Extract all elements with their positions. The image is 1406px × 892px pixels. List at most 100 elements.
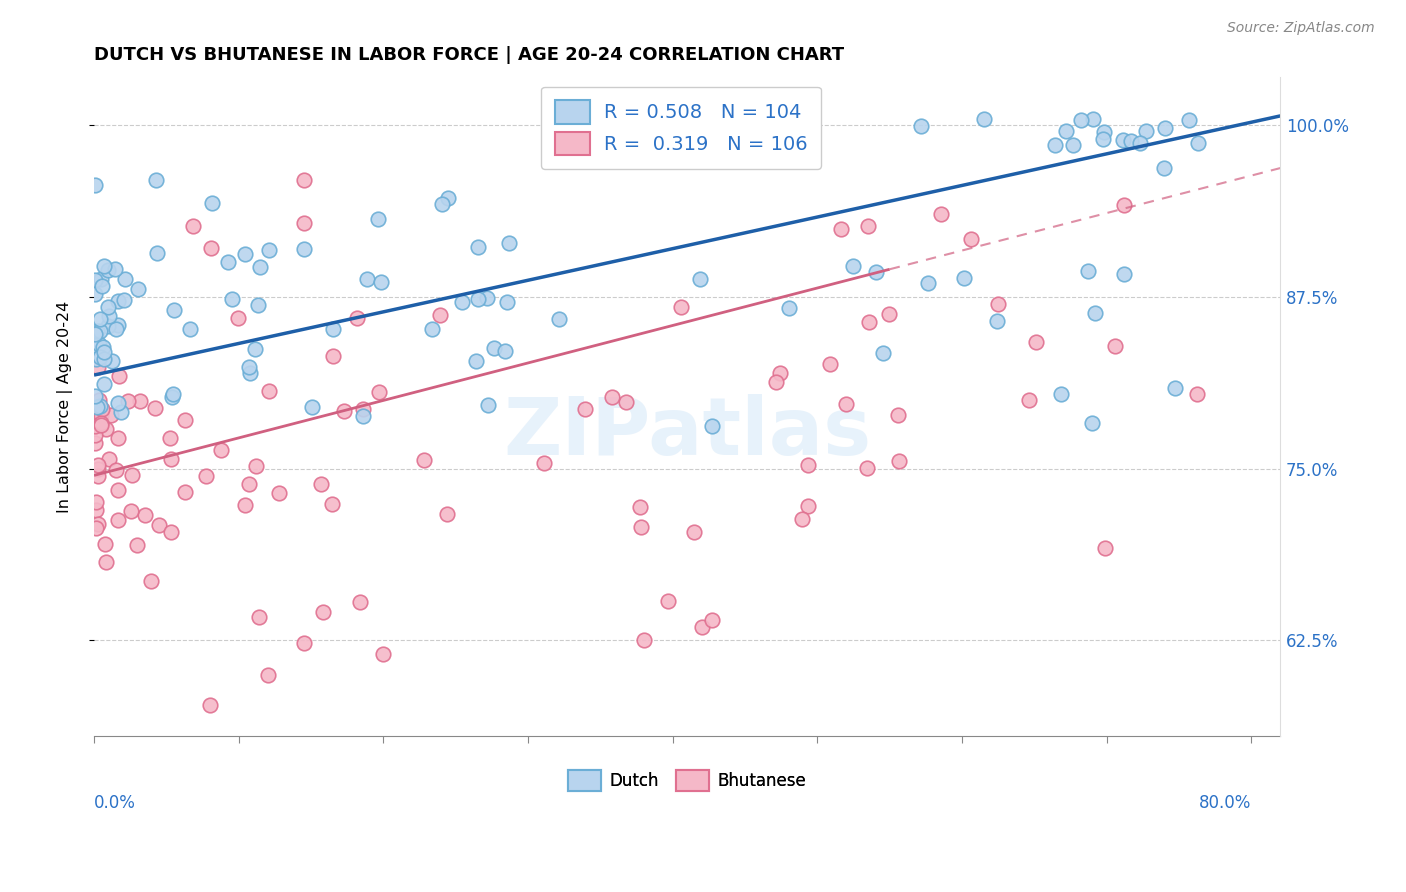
- Point: [309, 477, 332, 491]
- Point: [201, 195, 224, 210]
- Point: [100, 408, 122, 422]
- Point: [108, 369, 131, 384]
- Legend: Dutch, Bhutanese: Dutch, Bhutanese: [561, 764, 813, 797]
- Point: [86, 342, 108, 356]
- Point: [243, 342, 266, 356]
- Point: [346, 311, 368, 326]
- Point: [1094, 125, 1116, 139]
- Point: [689, 272, 711, 286]
- Point: [121, 467, 143, 482]
- Point: [221, 292, 243, 306]
- Point: [226, 311, 249, 326]
- Point: [910, 119, 932, 133]
- Point: [84, 389, 107, 403]
- Point: [917, 277, 939, 291]
- Point: [1129, 136, 1152, 150]
- Point: [93, 260, 115, 274]
- Point: [322, 349, 344, 363]
- Point: [477, 398, 499, 412]
- Text: ZIPatlas: ZIPatlas: [503, 394, 872, 472]
- Point: [292, 636, 315, 650]
- Point: [162, 387, 184, 401]
- Point: [173, 413, 195, 427]
- Point: [467, 292, 489, 306]
- Point: [97, 300, 120, 314]
- Point: [145, 173, 167, 187]
- Point: [107, 318, 129, 332]
- Point: [84, 502, 107, 516]
- Point: [246, 298, 269, 312]
- Point: [87, 337, 110, 351]
- Point: [89, 311, 111, 326]
- Point: [413, 453, 436, 467]
- Point: [148, 517, 170, 532]
- Point: [87, 359, 110, 374]
- Point: [1084, 306, 1107, 320]
- Point: [1135, 124, 1157, 138]
- Point: [292, 216, 315, 230]
- Point: [107, 294, 129, 309]
- Point: [959, 232, 981, 246]
- Point: [245, 458, 267, 473]
- Point: [257, 384, 280, 399]
- Point: [259, 243, 281, 257]
- Point: [682, 524, 704, 539]
- Point: [86, 494, 108, 508]
- Point: [465, 354, 488, 368]
- Point: [98, 309, 121, 323]
- Point: [855, 461, 877, 475]
- Point: [125, 538, 148, 552]
- Point: [198, 698, 221, 712]
- Point: [312, 605, 335, 619]
- Point: [1077, 264, 1099, 278]
- Point: [1054, 124, 1077, 138]
- Point: [238, 477, 260, 491]
- Point: [86, 400, 108, 414]
- Point: [87, 461, 110, 475]
- Text: DUTCH VS BHUTANESE IN LABOR FORCE | AGE 20-24 CORRELATION CHART: DUTCH VS BHUTANESE IN LABOR FORCE | AGE …: [94, 46, 844, 64]
- Text: Source: ZipAtlas.com: Source: ZipAtlas.com: [1227, 21, 1375, 36]
- Point: [127, 281, 149, 295]
- Point: [146, 246, 169, 260]
- Point: [104, 463, 127, 477]
- Point: [877, 307, 900, 321]
- Point: [91, 402, 114, 417]
- Point: [247, 609, 270, 624]
- Point: [482, 341, 505, 355]
- Point: [84, 521, 107, 535]
- Point: [249, 260, 271, 274]
- Point: [238, 359, 260, 374]
- Point: [929, 207, 952, 221]
- Text: 80.0%: 80.0%: [1199, 794, 1251, 813]
- Point: [89, 399, 111, 413]
- Point: [796, 499, 818, 513]
- Point: [1062, 138, 1084, 153]
- Text: 0.0%: 0.0%: [94, 794, 136, 813]
- Point: [333, 404, 356, 418]
- Point: [700, 418, 723, 433]
- Point: [352, 402, 374, 417]
- Point: [104, 322, 127, 336]
- Point: [93, 376, 115, 391]
- Point: [1104, 338, 1126, 352]
- Point: [101, 353, 124, 368]
- Point: [87, 468, 110, 483]
- Point: [90, 418, 112, 433]
- Point: [778, 301, 800, 316]
- Point: [94, 422, 117, 436]
- Point: [107, 431, 129, 445]
- Point: [973, 112, 995, 126]
- Point: [91, 340, 114, 354]
- Point: [84, 351, 107, 366]
- Point: [94, 555, 117, 569]
- Point: [163, 303, 186, 318]
- Point: [889, 454, 911, 468]
- Point: [858, 315, 880, 329]
- Point: [987, 296, 1010, 310]
- Point: [792, 511, 814, 525]
- Point: [160, 390, 183, 404]
- Point: [368, 384, 391, 399]
- Point: [90, 416, 112, 430]
- Point: [769, 366, 792, 380]
- Point: [179, 322, 201, 336]
